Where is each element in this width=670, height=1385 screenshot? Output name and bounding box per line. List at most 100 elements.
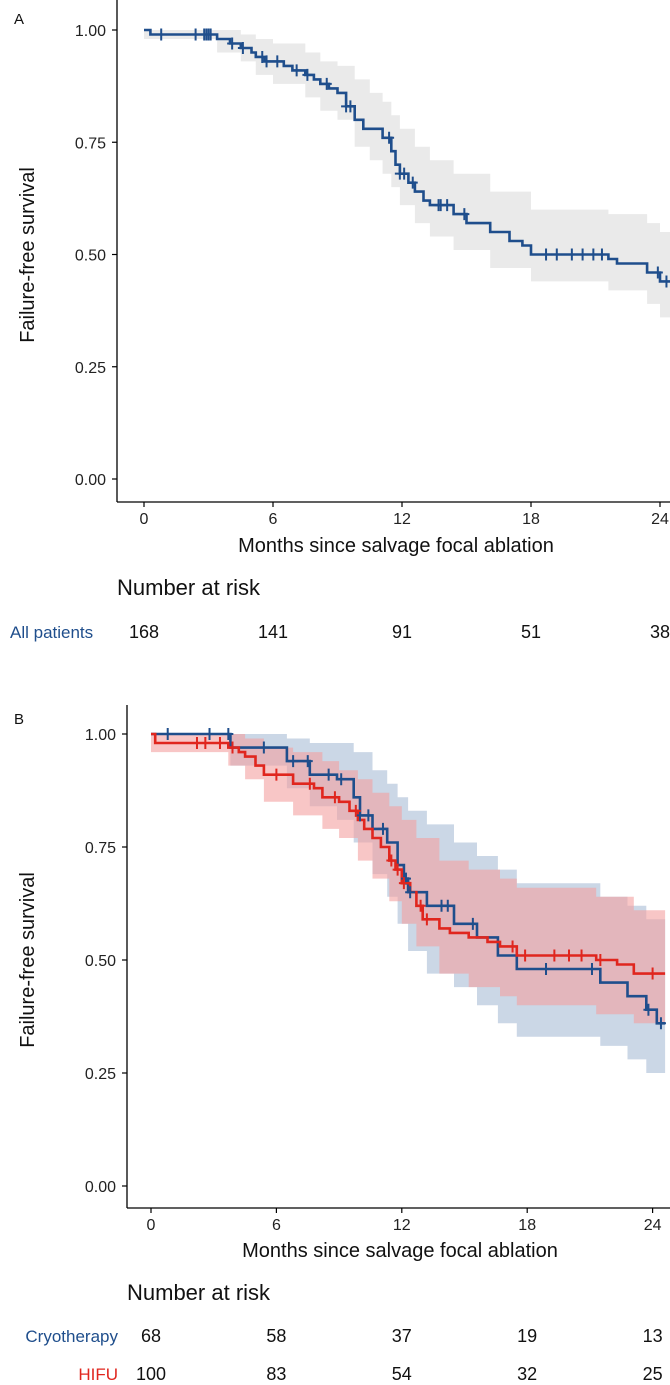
panel-b-risk-row-label: Cryotherapy	[25, 1327, 118, 1346]
panel-a-censor-mark	[321, 77, 332, 90]
panel-a-censor-mark	[541, 248, 552, 261]
panel-a-x-tick-label: 6	[269, 511, 278, 528]
panel-b-censor-mark	[204, 728, 215, 740]
panel-b-censor-mark	[302, 755, 313, 768]
panel-b-y-tick-label: 0.25	[85, 1066, 116, 1083]
panel-a-censor-mark	[596, 248, 607, 261]
panel-b-x-axis-title: Months since salvage focal ablation	[242, 1240, 558, 1262]
panel-b-x-ticks: 0 6 12 18 24	[147, 1208, 662, 1234]
panel-b-risk-table: Cryotherapy 68 58 37 19 13 HIFU 100 83 54 32 25	[25, 1326, 662, 1384]
panel-b-censor-mark	[200, 737, 211, 750]
panel-b-censor-mark	[386, 854, 397, 867]
panel-a-risk-value: 51	[521, 622, 541, 642]
panel-b-censor-mark	[507, 940, 518, 953]
panel-b-risk-value: 68	[141, 1326, 161, 1346]
panel-a-censor-mark	[272, 55, 283, 68]
panel-b-risk-value: 25	[643, 1364, 663, 1384]
panel-b-censor-mark	[392, 863, 403, 876]
panel-b-censor-mark	[405, 886, 416, 899]
panel-b-censor-mark	[655, 1017, 666, 1030]
panel-b-censor-mark	[323, 768, 334, 781]
panel-a-risk-value: 141	[258, 622, 288, 642]
panel-b-censor-mark	[288, 755, 299, 768]
panel-a-x-tick-label: 18	[522, 511, 540, 528]
panel-a-censor-mark	[442, 199, 453, 212]
panel-a-y-ticks: 0.00 0.25 0.50 0.75 1.00	[75, 23, 117, 489]
panel-a-censor-mark	[399, 167, 410, 180]
panel-a-censor-mark	[261, 55, 272, 68]
panel-a-x-axis-title: Months since salvage focal ablation	[238, 535, 554, 557]
panel-b-censor-mark	[271, 768, 282, 781]
panel-b-y-tick-label: 0.50	[85, 953, 116, 970]
panel-a-ci-band-0	[144, 30, 670, 318]
panel-a-y-tick-label: 0.75	[75, 135, 106, 152]
panel-b-y-axis-title: Failure-free survival	[17, 872, 39, 1048]
panel-b-risk-table-title: Number at risk	[127, 1280, 271, 1305]
panel-a-censor-mark	[291, 64, 302, 77]
panel-b-risk-value: 32	[517, 1364, 537, 1384]
panel-b-censor-mark	[398, 877, 409, 890]
panel-b: B Failure-free survival 0.00 0.25 0.50 0.75…	[14, 705, 670, 1384]
panel-a-y-axis-title: Failure-free survival	[17, 167, 39, 343]
panel-b-censor-mark	[576, 949, 587, 962]
panel-b-x-tick-label: 12	[393, 1217, 411, 1234]
panel-b-x-tick-label: 0	[147, 1217, 156, 1234]
panel-a-plot-area	[144, 28, 670, 318]
panel-b-censor-mark	[258, 741, 269, 754]
panel-a-risk-value: 91	[392, 622, 412, 642]
panel-a-risk-value: 168	[129, 622, 159, 642]
panel-b-censor-mark	[223, 728, 234, 740]
panel-b-censor-mark	[363, 809, 374, 822]
panel-b-censor-mark	[191, 737, 202, 750]
panel-b-censor-mark	[162, 728, 173, 740]
panel-a-risk-value: 38	[650, 622, 670, 642]
panel-a-censor-mark	[566, 248, 577, 261]
panel-b-y-tick-label: 0.75	[85, 840, 116, 857]
panel-a-censor-mark	[237, 41, 248, 54]
panel-b-risk-value: 58	[266, 1326, 286, 1346]
panel-a-censor-mark	[652, 266, 663, 279]
panel-a-risk-table-title: Number at risk	[117, 575, 261, 600]
panel-a-y-tick-label: 0.25	[75, 360, 106, 377]
panel-b-censor-mark	[304, 777, 315, 790]
panel-b-censor-mark	[442, 899, 453, 912]
panel-b-risk-value: 83	[266, 1364, 286, 1384]
panel-b-y-ticks: 0.00 0.25 0.50 0.75 1.00	[85, 727, 127, 1196]
panel-a-censor-mark	[577, 248, 588, 261]
panel-b-survival-curve-1	[151, 732, 666, 975]
panel-b-censor-mark	[549, 949, 560, 962]
panel-a-censor-mark	[551, 248, 562, 261]
panel-a-x-tick-label: 0	[140, 511, 149, 528]
panel-b-risk-value: 13	[643, 1326, 663, 1346]
panel-b-censor-mark	[643, 1003, 654, 1016]
panel-b-censor-mark	[467, 917, 478, 930]
panel-b-plot-area	[151, 728, 666, 1082]
panel-b-y-tick-label: 1.00	[85, 727, 116, 744]
panel-b-risk-value: 19	[517, 1326, 537, 1346]
panel-b-censor-mark	[350, 804, 361, 817]
panel-b-risk-value: 100	[136, 1364, 166, 1384]
panel-a-x-tick-label: 12	[393, 511, 411, 528]
panel-a-y-tick-label: 0.00	[75, 472, 106, 489]
panel-a-censor-mark	[227, 37, 238, 50]
panel-b-censor-mark	[227, 741, 238, 754]
panel-b-x-tick-label: 24	[644, 1217, 662, 1234]
panel-a-censor-mark	[384, 131, 395, 144]
panel-a-y-tick-label: 0.50	[75, 248, 106, 265]
panel-a-censor-mark	[345, 100, 356, 113]
panel-b-risk-value: 54	[392, 1364, 412, 1384]
panel-b-censor-mark	[541, 963, 552, 976]
panel-a-risk-row-label: All patients	[10, 623, 93, 642]
panel-a-letter: A	[14, 11, 24, 28]
panel-a-censor-mark	[459, 208, 470, 221]
panel-b-x-tick-label: 6	[272, 1217, 281, 1234]
panel-b-censor-mark	[329, 791, 340, 804]
panel-b-censor-mark	[214, 737, 225, 750]
panel-a-y-tick-label: 1.00	[75, 23, 106, 40]
panel-a-censor-mark	[407, 176, 418, 189]
panel-b-censor-mark	[421, 913, 432, 926]
panel-b-censor-mark	[647, 967, 658, 980]
panel-b-risk-value: 37	[392, 1326, 412, 1346]
panel-b-censor-mark	[564, 949, 574, 962]
